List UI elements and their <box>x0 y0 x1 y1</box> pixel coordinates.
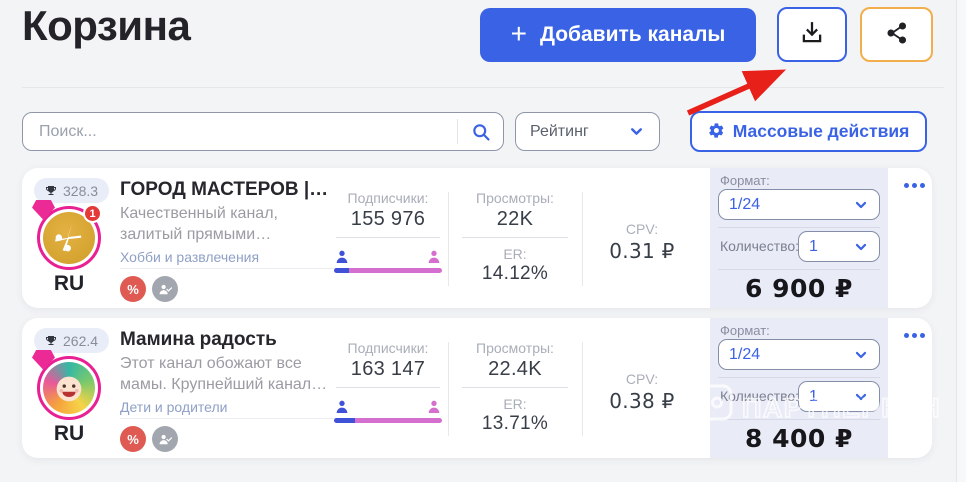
er-value: 13.71% <box>481 413 549 434</box>
left-divider <box>120 268 344 269</box>
rating-value: 262.4 <box>63 332 99 349</box>
sort-dropdown[interactable]: Рейтинг <box>515 112 660 151</box>
channel-card: 328.3 1 RU ГОРОД МАСТЕРОВ |… Качественны… <box>22 168 932 308</box>
percent-badge: % <box>120 426 146 452</box>
more-options-button[interactable] <box>898 182 931 189</box>
channel-badges: % <box>120 276 178 302</box>
channel-title[interactable]: Мамина радость <box>120 329 277 350</box>
subscribers-label: Подписчики: <box>347 190 429 206</box>
male-icon <box>336 250 348 263</box>
rating-badge: 328.3 <box>34 178 110 203</box>
quantity-select[interactable]: 1 <box>798 231 880 262</box>
channel-avatar[interactable] <box>32 350 101 420</box>
price-value: 8 400 ₽ <box>745 424 853 453</box>
gear-icon <box>708 122 725 142</box>
channel-description: Качественный канал, залитый прямыми… <box>120 205 278 243</box>
more-options-button[interactable] <box>898 332 931 339</box>
channel-category: Дети и родители <box>120 399 228 415</box>
sort-value: Рейтинг <box>530 122 589 140</box>
share-icon <box>885 21 909 48</box>
gender-split <box>334 398 442 423</box>
gender-bar <box>334 418 442 423</box>
format-label: Формат: <box>720 323 770 338</box>
search-input[interactable] <box>23 122 457 141</box>
er-label: ER: <box>503 246 527 262</box>
bulk-actions-button[interactable]: Массовые действия <box>690 111 927 152</box>
header-divider <box>22 87 944 88</box>
channel-badges: % <box>120 426 178 452</box>
add-channels-label: Добавить каналы <box>539 23 726 46</box>
quantity-label: Количество: <box>720 388 800 404</box>
order-panel: Формат: 1/24 Количество: 1 8 400 ₽ <box>710 318 888 458</box>
cpv-value: 0.31 ₽ <box>609 239 675 263</box>
baby-avatar-image <box>43 362 95 414</box>
order-panel: Формат: 1/24 Количество: 1 6 900 ₽ <box>710 168 888 308</box>
subscribers-label: Подписчики: <box>347 340 429 356</box>
search-box <box>22 112 504 151</box>
channel-avatar[interactable]: 1 <box>32 200 102 270</box>
gender-split <box>334 248 442 273</box>
plus-icon: + <box>510 17 527 49</box>
views-label: Просмотры: <box>476 190 554 206</box>
search-icon[interactable] <box>458 122 503 142</box>
format-label: Формат: <box>720 173 770 188</box>
left-divider <box>120 418 344 419</box>
format-select[interactable]: 1/24 <box>718 189 880 220</box>
rating-badge: 262.4 <box>34 328 110 353</box>
bulk-actions-label: Массовые действия <box>732 121 910 141</box>
female-icon <box>428 400 440 413</box>
format-select[interactable]: 1/24 <box>718 339 880 370</box>
quantity-value: 1 <box>809 387 818 405</box>
add-channels-button[interactable]: + Добавить каналы <box>480 8 756 62</box>
percent-badge: % <box>120 276 146 302</box>
language-label: RU <box>53 272 85 295</box>
chevron-down-icon <box>631 128 642 135</box>
search-separator <box>457 119 458 144</box>
subscribers-value: 155 976 <box>350 208 426 230</box>
subscribers-value: 163 147 <box>350 358 426 380</box>
trophy-icon <box>46 335 56 345</box>
format-value: 1/24 <box>729 195 761 213</box>
trophy-icon <box>46 185 56 195</box>
views-value: 22.4K <box>488 358 542 380</box>
channel-card: 262.4 RU Мамина радость Этот канал обожа… <box>22 318 932 458</box>
er-label: ER: <box>503 396 527 412</box>
chevron-down-icon <box>855 201 867 208</box>
person-check-badge <box>152 426 178 452</box>
channel-description: Этот канал обожают все мамы. Крупнейший … <box>120 355 328 393</box>
quantity-label: Количество: <box>720 238 800 254</box>
rating-value: 328.3 <box>63 182 99 199</box>
right-edge-strip <box>957 0 966 482</box>
cpv-label: CPV: <box>625 221 659 237</box>
share-button[interactable] <box>860 7 933 62</box>
chevron-down-icon <box>855 351 867 358</box>
channel-title[interactable]: ГОРОД МАСТЕРОВ |… <box>120 179 329 200</box>
gender-bar <box>334 268 442 273</box>
female-icon <box>428 250 440 263</box>
quantity-value: 1 <box>809 237 818 255</box>
quantity-select[interactable]: 1 <box>798 381 880 412</box>
download-icon <box>799 20 825 49</box>
format-value: 1/24 <box>729 345 761 363</box>
views-label: Просмотры: <box>476 340 554 356</box>
cpv-label: CPV: <box>625 371 659 387</box>
language-label: RU <box>53 422 85 445</box>
download-button[interactable] <box>777 7 847 62</box>
page-title: Корзина <box>22 2 191 49</box>
chevron-down-icon <box>855 393 867 400</box>
price-value: 6 900 ₽ <box>745 274 853 303</box>
views-value: 22K <box>496 208 534 230</box>
notification-badge: 1 <box>83 204 102 223</box>
right-edge-divider <box>956 0 957 482</box>
person-check-badge <box>152 276 178 302</box>
chevron-down-icon <box>855 243 867 250</box>
cpv-value: 0.38 ₽ <box>609 389 675 413</box>
male-icon <box>336 400 348 413</box>
channel-category: Хобби и развлечения <box>120 249 260 265</box>
er-value: 14.12% <box>481 263 549 284</box>
